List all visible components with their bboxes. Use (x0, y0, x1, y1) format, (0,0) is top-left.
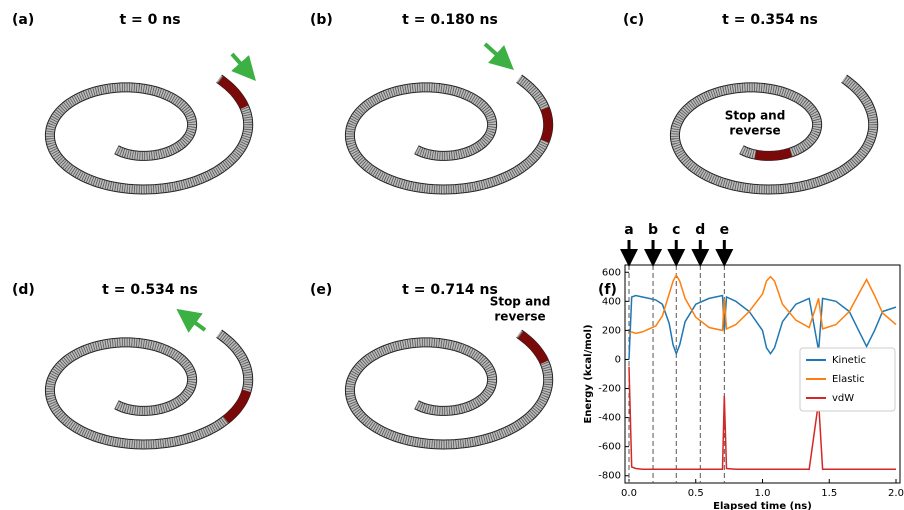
spiral-mesh (45, 75, 253, 194)
series-line (628, 273, 897, 335)
spiral-mesh (345, 330, 553, 449)
spirals (44, 74, 879, 450)
highlight-segment (754, 148, 793, 161)
highlight-segment (540, 107, 553, 143)
annotation: Stop and (725, 109, 786, 123)
panel-label: (e) (310, 282, 332, 298)
event-label: d (695, 222, 705, 238)
legend-box (799, 347, 896, 412)
panel-label: (a) (12, 12, 34, 28)
annotation: Stop and (490, 295, 551, 309)
highlight-segment (223, 389, 251, 424)
panel-label: (c) (623, 12, 644, 28)
x-axis-label: Elapsed time (ns) (713, 501, 812, 510)
highlight-segment (518, 331, 549, 365)
panel-title: t = 0.354 ns (722, 12, 818, 28)
panel-label: (f) (598, 282, 617, 298)
annotation: reverse (494, 310, 545, 324)
y-tick-label: 400 (602, 296, 621, 307)
event-label: a (624, 222, 633, 238)
panel-label: (b) (310, 12, 333, 28)
x-tick-label: 1.0 (755, 488, 771, 499)
x-tick-label: 0.0 (621, 488, 637, 499)
x-tick-label: 0.5 (688, 488, 704, 499)
y-tick-label: -600 (598, 442, 621, 453)
y-tick-label: 0 (615, 354, 621, 365)
legend-label: Kinetic (832, 355, 866, 366)
spiral-mesh (45, 330, 253, 449)
legend-label: Elastic (832, 374, 865, 385)
highlight-segment (218, 76, 249, 110)
series-line (628, 366, 896, 470)
x-tick-label: 1.5 (821, 488, 837, 499)
y-tick-label: 600 (602, 267, 621, 278)
event-label: e (720, 222, 730, 238)
annotation: reverse (729, 124, 780, 138)
y-axis-label: Energy (kcal/mol) (583, 324, 594, 423)
panel-label: (d) (12, 282, 35, 298)
y-tick-label: -200 (598, 384, 621, 395)
spiral-mesh (670, 75, 878, 194)
spiral-mesh (345, 75, 553, 194)
panel-title: t = 0.534 ns (102, 282, 198, 298)
direction-arrow (230, 52, 256, 81)
direction-arrow (176, 308, 207, 333)
legend-label: vdW (832, 393, 854, 404)
panel-title: t = 0.180 ns (402, 12, 498, 28)
panel-title: t = 0 ns (119, 12, 180, 28)
y-tick-label: -400 (598, 413, 621, 424)
direction-arrow (483, 42, 514, 71)
y-tick-label: 200 (602, 325, 621, 336)
event-label: c (672, 222, 680, 238)
series-line (628, 294, 897, 360)
panel-title: t = 0.714 ns (402, 282, 498, 298)
y-tick-label: -800 (598, 471, 621, 482)
event-label: b (648, 222, 658, 238)
x-tick-label: 2.0 (888, 488, 904, 499)
